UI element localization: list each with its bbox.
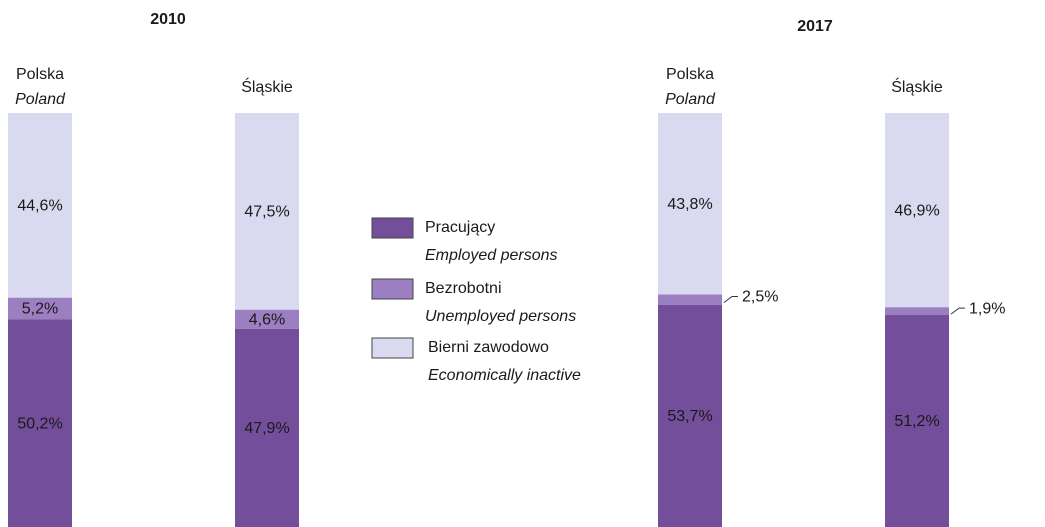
bar-segment bbox=[885, 315, 949, 527]
value-label: 2,5% bbox=[742, 289, 778, 306]
bar-segment bbox=[8, 297, 72, 320]
value-label: 5,2% bbox=[22, 301, 58, 318]
value-label: 51,2% bbox=[894, 413, 939, 430]
legend-label-en: Economically inactive bbox=[428, 367, 581, 384]
category-label: Polska bbox=[16, 66, 64, 83]
bar-segment bbox=[235, 113, 299, 310]
legend-swatch bbox=[371, 337, 414, 359]
value-label: 4,6% bbox=[249, 311, 285, 328]
value-label: 1,9% bbox=[969, 300, 1005, 317]
legend-label: Bezrobotni bbox=[425, 280, 502, 297]
category-subtitle: Poland bbox=[665, 91, 716, 108]
category-label: Śląskie bbox=[891, 77, 943, 96]
value-label: 53,7% bbox=[667, 408, 712, 425]
bar-segment bbox=[885, 307, 949, 316]
group-title: 2017 bbox=[797, 18, 833, 35]
value-label: 43,8% bbox=[667, 196, 712, 213]
leader-line bbox=[723, 296, 738, 303]
value-label: 47,5% bbox=[244, 204, 289, 221]
bar-segment bbox=[658, 113, 722, 295]
bar-segment bbox=[8, 113, 72, 298]
legend-label: Pracujący bbox=[425, 219, 495, 236]
bar-segment bbox=[235, 328, 299, 527]
value-label: 46,9% bbox=[894, 202, 939, 219]
bar-segment bbox=[658, 304, 722, 527]
bar-segment bbox=[235, 309, 299, 329]
value-label: 47,9% bbox=[244, 420, 289, 437]
bar-segment bbox=[8, 319, 72, 527]
leader-line bbox=[950, 307, 965, 315]
category-label: Śląskie bbox=[241, 77, 293, 96]
value-label: 50,2% bbox=[17, 415, 62, 432]
bar-segment bbox=[658, 294, 722, 305]
category-label: Polska bbox=[666, 66, 714, 83]
category-subtitle: Poland bbox=[15, 91, 66, 108]
value-label: 44,6% bbox=[17, 198, 62, 215]
legend-swatch bbox=[371, 278, 414, 300]
legend-label: Bierni zawodowo bbox=[428, 339, 549, 356]
bar-segment bbox=[885, 113, 949, 308]
legend-swatch bbox=[371, 217, 414, 239]
group-title: 2010 bbox=[150, 11, 186, 28]
legend-label-en: Unemployed persons bbox=[425, 308, 576, 325]
legend-label-en: Employed persons bbox=[425, 247, 558, 264]
